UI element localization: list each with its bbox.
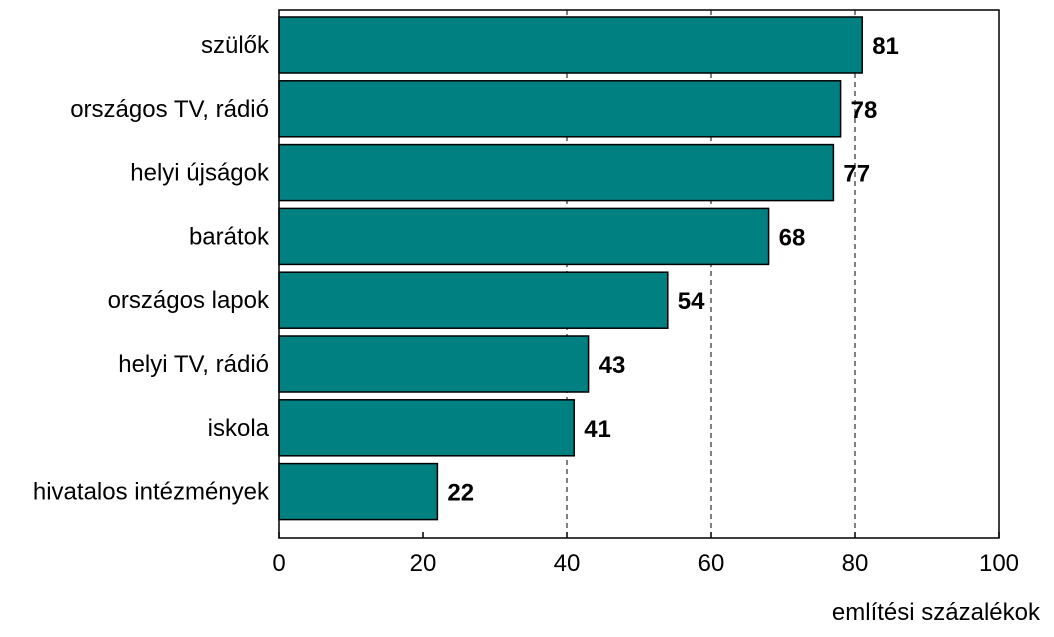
data-label: 81 [872,33,899,60]
x-tick-label: 40 [554,550,581,577]
bar [278,271,669,329]
data-label: 22 [447,480,474,507]
bar [278,399,575,457]
x-axis-title: említési százalékok [832,599,1041,626]
bar [278,335,590,393]
x-tick-label: 80 [842,550,869,577]
x-tick-label: 0 [272,550,285,577]
ticks-layer [278,532,1000,538]
bar [278,143,835,202]
labels-layer: szülők 81 országos TV, rádió 78 helyi újságo… [33,32,1019,577]
bar [278,80,842,138]
bar [278,207,770,266]
category-label: szülők [201,32,270,59]
category-label: iskola [208,415,270,442]
bar [278,16,863,74]
category-label: helyi újságok [130,160,270,187]
data-label: 43 [599,352,626,379]
data-label: 54 [678,288,705,315]
data-label: 68 [779,224,806,251]
data-label: 77 [843,161,870,188]
x-tick-label: 100 [979,550,1019,577]
plot-frame [278,9,1000,539]
data-label: 41 [584,416,611,443]
x-tick-label: 60 [698,550,725,577]
category-label: barátok [189,223,270,250]
x-tick-label: 20 [410,550,437,577]
category-label: helyi TV, rádió [118,351,269,378]
bars-layer [278,16,863,521]
bar [278,462,439,521]
category-label: hivatalos intézmények [33,479,270,506]
data-label: 78 [851,97,878,124]
category-label: országos lapok [108,287,270,314]
category-label: országos TV, rádió [70,96,269,123]
